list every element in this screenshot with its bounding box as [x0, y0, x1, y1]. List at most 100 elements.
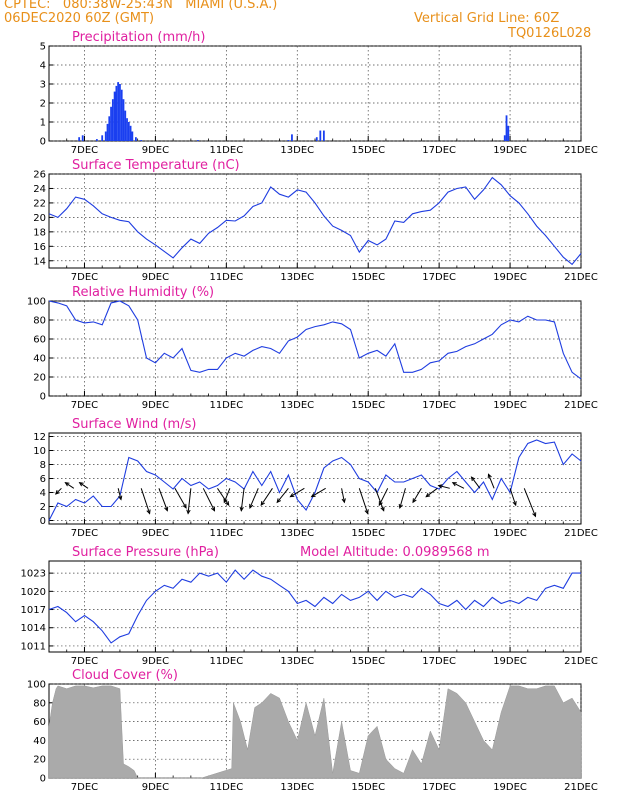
precip-bar: [122, 99, 125, 141]
wind-arrow-head: [211, 506, 216, 512]
header-date: 06DEC2020 60Z (GMT): [4, 11, 155, 26]
rh-ytick-label: 80: [33, 316, 46, 327]
wind-arrow-head: [470, 476, 476, 482]
temp-ytick-label: 20: [33, 213, 46, 224]
wind-arrow: [399, 488, 406, 509]
wind-arrow-head: [487, 473, 492, 479]
wind-xtick-label: 11DEC: [209, 528, 243, 539]
wind-arrow-head: [260, 501, 265, 507]
rh-title: Relative Humidity (%): [72, 285, 214, 300]
temp-ytick-label: 24: [33, 184, 46, 195]
precip-bar: [111, 99, 114, 141]
precip-bar: [113, 91, 116, 141]
wind-arrow: [140, 488, 151, 514]
pres-xtick-label: 11DEC: [209, 656, 243, 667]
wind-xtick-label: 9DEC: [142, 528, 169, 539]
wind-ytick-label: 4: [40, 488, 46, 499]
precip-bar: [197, 140, 199, 141]
wind-arrow-head: [437, 484, 443, 489]
pres-ytick-label: 1017: [21, 605, 46, 616]
precip-bar: [119, 84, 121, 141]
wind-arrow-head: [164, 506, 169, 512]
wind-arrow-head: [64, 482, 70, 487]
cloud-ytick-label: 20: [33, 755, 46, 766]
precip-ytick-label: 0: [40, 137, 46, 148]
pres-ytick-label: 1011: [21, 641, 46, 652]
rh-line: [48, 300, 582, 380]
precip-bar: [129, 125, 132, 141]
header-grid-note: Vertical Grid Line: 60Z: [414, 11, 560, 26]
pres-xtick-label: 19DEC: [493, 656, 527, 667]
precip-bar: [108, 116, 111, 141]
wind-xtick-label: 21DEC: [564, 528, 598, 539]
temp-ytick-label: 18: [33, 227, 46, 238]
pres-xtick-label: 7DEC: [71, 656, 98, 667]
precip-ytick-label: 3: [40, 80, 46, 91]
temp-xtick-label: 21DEC: [564, 272, 598, 283]
wind-arrow-head: [224, 501, 230, 507]
cloud-xtick-label: 19DEC: [493, 782, 527, 793]
cloud-xtick-label: 13DEC: [280, 782, 314, 793]
wind-arrow: [117, 488, 122, 500]
temp-xtick-label: 9DEC: [142, 272, 169, 283]
pres-xtick-label: 9DEC: [142, 656, 169, 667]
wind-arrow: [217, 488, 230, 506]
cloud-xtick-label: 9DEC: [142, 782, 169, 793]
wind-arrow: [471, 476, 481, 489]
wind-arrow-head: [398, 503, 403, 510]
precip-ytick-label: 1: [40, 118, 46, 129]
wind-arrow-head: [118, 495, 123, 501]
precip-xtick-label: 7DEC: [71, 145, 98, 156]
wind-arrow-head: [223, 498, 228, 504]
rh-frame: [48, 300, 582, 397]
wind-arrow: [358, 488, 369, 514]
temp-frame: [48, 173, 582, 269]
temp-ytick-label: 14: [33, 256, 46, 267]
pres-ytick-label: 1020: [21, 587, 46, 598]
precip-ytick-label: 2: [40, 99, 46, 110]
precip-frame: [48, 45, 582, 142]
wind-arrow-head: [341, 498, 346, 504]
rh-xtick-label: 15DEC: [351, 400, 385, 411]
cloud-xtick-label: 11DEC: [209, 782, 243, 793]
wind-arrow-head: [532, 512, 537, 518]
rh-xtick-label: 7DEC: [71, 400, 98, 411]
precip-xtick-label: 17DEC: [422, 145, 456, 156]
wind-arrow-head: [378, 501, 383, 507]
wind-arrow: [55, 487, 62, 495]
wind-ytick-label: 0: [40, 516, 46, 527]
wind-arrow: [79, 482, 89, 489]
rh-xtick-label: 19DEC: [493, 400, 527, 411]
wind-xtick-label: 17DEC: [422, 528, 456, 539]
wind-arrow: [249, 488, 259, 509]
precip-xtick-label: 19DEC: [493, 145, 527, 156]
precip-bar: [505, 115, 508, 141]
precip-bar: [78, 137, 81, 141]
cloud-xtick-label: 21DEC: [564, 782, 598, 793]
pres-title: Surface Pressure (hPa): [72, 545, 219, 560]
wind-xtick-label: 13DEC: [280, 528, 314, 539]
precip-xtick-label: 15DEC: [351, 145, 385, 156]
pres-line: [48, 569, 581, 644]
temp-line: [48, 176, 582, 266]
header-code: TQ0126L028: [508, 26, 592, 41]
wind-arrow: [374, 488, 385, 511]
precip-bar: [126, 118, 128, 141]
temp-xtick-label: 7DEC: [71, 272, 98, 283]
wind-arrow: [276, 487, 289, 503]
precip-ytick-label: 4: [40, 61, 46, 72]
wind-arrow: [158, 488, 168, 511]
precip-bar: [124, 110, 127, 141]
rh-ytick-label: 100: [27, 297, 46, 308]
precip-bar: [287, 140, 290, 141]
cloud-title: Cloud Cover (%): [72, 668, 178, 683]
wind-arrow-head: [78, 482, 84, 487]
cloud-ytick-label: 80: [33, 698, 46, 709]
rh-xtick-label: 13DEC: [280, 400, 314, 411]
temp-xtick-label: 17DEC: [422, 272, 456, 283]
precip-xtick-label: 13DEC: [280, 145, 314, 156]
precip-bar: [95, 139, 98, 141]
cloud-xtick-label: 15DEC: [351, 782, 385, 793]
wind-arrow: [412, 488, 422, 503]
precip-bar: [315, 137, 318, 141]
